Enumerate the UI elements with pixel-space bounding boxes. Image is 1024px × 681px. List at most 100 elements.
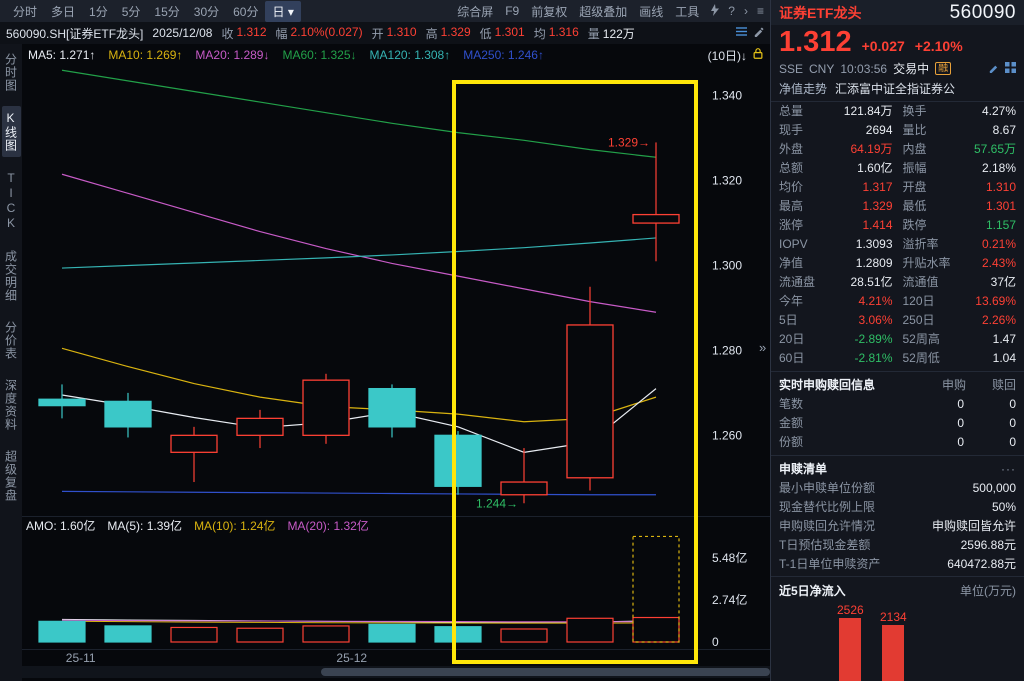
list-icon[interactable] [736, 26, 747, 40]
flow-unit-label: 单位(万元) [960, 584, 1016, 598]
left-sidebar: 分时图 K线图 TICK 成交明细分价表深度资料超级复盘 [0, 44, 22, 681]
stat-label: 最低 [902, 199, 927, 213]
stat-cell: 量比 8.67 [903, 121, 1017, 140]
volume-bar [236, 627, 284, 643]
stat-cell: 今年 4.21% [779, 292, 893, 311]
pq-row-value: 50% [991, 500, 1016, 514]
ma-items: MA5: 1.271↑ MA10: 1.269↑ MA20: 1.289↓ MA60:… [28, 48, 544, 62]
toolbar-action-前复权[interactable]: 前复权 [531, 4, 568, 19]
sidebar-item-TICK[interactable]: TICK [4, 171, 18, 231]
more-button[interactable]: ··· [1001, 461, 1016, 476]
x-axis-labels: 25-11 25-12 [22, 649, 770, 665]
stat-value: 28.51亿 [850, 275, 893, 289]
price-chart[interactable]: 1.340 1.320 1.300 1.280 1.260 1.329→ 1.244→ [22, 66, 770, 516]
stat-value: -2.81% [854, 351, 893, 365]
flash-order-icon[interactable] [709, 3, 720, 19]
lock-icon[interactable] [752, 47, 764, 63]
stat-label: 内盘 [902, 142, 927, 156]
quote-field-均: 均 1.316 [534, 25, 579, 42]
amo-value-label: MA(5): 1.39亿 [107, 519, 183, 533]
stat-value: 1.317 [862, 180, 893, 194]
stat-cell: 总量 121.84万 [779, 102, 893, 121]
stat-row: 20日 -2.89% 52周高 1.47 [771, 330, 1024, 349]
margin-badge: 融 [935, 62, 952, 75]
edit-icon[interactable] [753, 26, 764, 40]
period-tab-1分[interactable]: 1分 [89, 4, 108, 19]
stat-label: 换手 [902, 104, 927, 118]
stat-label: 流通值 [902, 275, 939, 289]
volume-bar [38, 620, 86, 643]
price-annotation: 1.329→ [608, 135, 650, 149]
toolbar-actions: 综合屏 F9 前复权 超级叠加 画线 工具 [451, 1, 705, 22]
scrollbar-handle[interactable] [321, 668, 770, 676]
sidebar-item-分价表[interactable]: 分价表 [3, 321, 18, 360]
period-tab-5分[interactable]: 5分 [121, 4, 141, 19]
sidebar-item-超级复盘[interactable]: 超级复盘 [3, 450, 18, 502]
quote-field-开: 开 1.310 [372, 25, 417, 42]
chevron-right-icon[interactable]: › [743, 4, 748, 18]
sidebar-item-分时图[interactable]: 分时图 [3, 53, 18, 92]
ma-indicator-bar: MA5: 1.271↑ MA10: 1.269↑ MA20: 1.289↓ MA60:… [22, 44, 770, 66]
ma-value-label: MA120: 1.308↑ [369, 48, 451, 62]
chart-region: 分时 多日 1分 5分 15分 30分 60分日 ▾ 综合屏 F9 前复权 超级叠加 画线 工具 ? … [0, 0, 770, 681]
stat-row: 现手 2694 量比 8.67 [771, 121, 1024, 140]
chart-scrollbar[interactable] [22, 666, 770, 678]
sidebar-item-K线图[interactable]: K线图 [1, 106, 21, 157]
chart-column: MA5: 1.271↑ MA10: 1.269↑ MA20: 1.289↓ MA60:… [22, 44, 770, 681]
flow-bar-label: 2526 [837, 603, 864, 617]
amo-value-label: MA(10): 1.24亿 [194, 519, 276, 533]
stat-value: 13.69% [975, 294, 1016, 308]
help-icon[interactable]: ? [728, 4, 735, 18]
stat-cell: 最低 1.301 [903, 197, 1017, 216]
period-tab-15分[interactable]: 15分 [154, 4, 180, 19]
volume-bar [368, 623, 416, 643]
toolbar: 分时 多日 1分 5分 15分 30分 60分日 ▾ 综合屏 F9 前复权 超级叠加 画线 工具 ? … [0, 0, 770, 22]
menu-icon[interactable]: ≡ [756, 4, 764, 18]
stat-label: 涨停 [779, 218, 804, 232]
toolbar-action-综合屏[interactable]: 综合屏 [457, 4, 494, 19]
subscribe-title: 实时申购赎回信息 [779, 378, 876, 392]
subscribe-value-purchase: 0 [957, 397, 964, 411]
sidebar-item-深度资料[interactable]: 深度资料 [3, 379, 18, 431]
stock-code: 560090 [949, 1, 1016, 23]
stat-row: 外盘 64.19万 内盘 57.65万 [771, 140, 1024, 159]
panel-collapse-icon[interactable]: » [759, 340, 767, 355]
toolbar-action-画线[interactable]: 画线 [639, 4, 664, 19]
volume-ma-line [61, 620, 657, 624]
period-tab-60分[interactable]: 60分 [233, 4, 259, 19]
price-change-pct: +2.10% [914, 38, 963, 54]
sidebar-item-成交明细[interactable]: 成交明细 [3, 250, 18, 302]
pencil-icon[interactable] [988, 62, 999, 76]
candle-body [38, 398, 86, 407]
period-tab-多日[interactable]: 多日 [51, 4, 76, 19]
stat-cell: 流通盘 28.51亿 [779, 273, 893, 292]
subscribe-value-redeem: 0 [1009, 435, 1016, 449]
volume-chart[interactable]: 5.48亿 2.74亿 0 [22, 534, 770, 649]
toolbar-action-F9[interactable]: F9 [505, 4, 520, 18]
stat-value: -2.89% [854, 332, 893, 346]
subscribe-section-header: 实时申购赎回信息 申购 赎回 [771, 371, 1024, 395]
flow-section-header: 近5日净流入 单位(万元) [771, 576, 1024, 601]
y-axis-tick: 1.300 [712, 259, 742, 273]
stat-label: 溢折率 [902, 237, 939, 251]
nav-trend-link[interactable]: 净值走势 [779, 82, 828, 96]
stat-value: 2694 [865, 123, 893, 137]
ma-bar-right: (10日)↓ [708, 47, 764, 64]
grid-icon[interactable] [1005, 61, 1016, 76]
toolbar-action-工具[interactable]: 工具 [675, 4, 700, 19]
toolbar-action-超级叠加[interactable]: 超级叠加 [579, 4, 628, 19]
x-axis-label: 25-11 [65, 651, 96, 665]
candle-body [566, 324, 614, 479]
period-tab-日[interactable]: 日 ▾ [265, 0, 301, 22]
stat-cell: 内盘 57.65万 [903, 140, 1017, 159]
volume-ma-line [61, 619, 656, 623]
period-tab-分时[interactable]: 分时 [13, 4, 38, 19]
flow-title: 近5日净流入 [779, 584, 846, 598]
quote-panel: 证券ETF龙头 560090 1.312 +0.027 +2.10% SSE C… [770, 0, 1024, 681]
stat-label: 总额 [779, 161, 804, 175]
pq-title: 申赎清单 [779, 462, 828, 476]
period-tab-30分[interactable]: 30分 [193, 4, 220, 19]
period-count-label: (10日)↓ [707, 48, 747, 63]
stat-value: 1.310 [985, 180, 1016, 194]
